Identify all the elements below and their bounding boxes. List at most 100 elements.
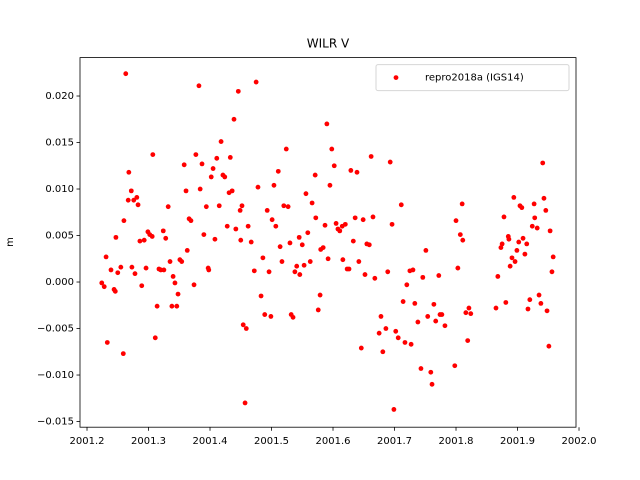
legend-label: repro2018a (IGS14) <box>425 73 524 84</box>
point <box>296 234 302 240</box>
point <box>531 201 537 207</box>
point <box>395 335 401 341</box>
point <box>333 221 339 226</box>
legend-marker <box>393 75 399 80</box>
point <box>197 186 203 192</box>
point <box>352 215 358 221</box>
chart-title: WILR V <box>307 37 350 51</box>
point <box>370 214 376 220</box>
point <box>387 159 393 165</box>
point <box>260 255 266 261</box>
point <box>354 169 360 175</box>
point <box>520 235 526 241</box>
point <box>287 240 293 246</box>
point <box>152 335 158 341</box>
point <box>297 272 303 277</box>
point <box>389 221 395 227</box>
point <box>131 197 137 203</box>
point <box>337 228 343 234</box>
point <box>425 314 431 319</box>
point <box>429 381 435 387</box>
point <box>135 202 141 208</box>
point <box>325 256 331 262</box>
point <box>224 223 230 229</box>
point <box>303 191 309 197</box>
point <box>163 235 169 241</box>
point <box>522 251 528 257</box>
point <box>242 400 248 406</box>
point <box>385 269 391 275</box>
point <box>506 236 512 242</box>
point <box>167 259 173 264</box>
point <box>104 340 110 345</box>
point <box>543 208 549 213</box>
point <box>549 269 555 275</box>
point <box>227 154 233 160</box>
point <box>459 201 465 207</box>
point <box>457 232 463 237</box>
point <box>210 166 216 171</box>
point <box>262 312 268 317</box>
point <box>322 222 328 228</box>
y-tick-label: 0.010 <box>45 184 74 195</box>
point <box>368 154 374 159</box>
point <box>235 88 241 94</box>
point <box>150 152 156 158</box>
point <box>258 293 264 299</box>
point <box>527 297 533 303</box>
point <box>493 305 499 311</box>
x-tick-label: 2001.6 <box>316 436 351 447</box>
point <box>431 301 437 307</box>
point <box>266 269 272 275</box>
point <box>317 292 323 298</box>
point <box>501 214 507 220</box>
point <box>237 208 243 213</box>
point <box>383 326 389 331</box>
point <box>268 314 274 319</box>
point <box>125 197 131 203</box>
point <box>290 314 296 320</box>
point <box>514 247 520 253</box>
point <box>465 338 471 344</box>
point <box>193 152 199 158</box>
point <box>154 303 160 309</box>
point <box>103 254 109 260</box>
x-tick-label: 2002.0 <box>562 436 597 447</box>
point <box>188 218 194 224</box>
point <box>214 155 220 161</box>
point <box>312 172 318 178</box>
point <box>255 184 261 190</box>
y-tick-label: 0.000 <box>45 277 74 288</box>
x-tick-label: 2001.9 <box>500 436 535 447</box>
point <box>199 161 205 167</box>
point <box>495 274 501 279</box>
y-tick-label: −0.005 <box>37 324 74 335</box>
point <box>132 271 138 277</box>
point <box>283 146 289 152</box>
point <box>532 215 538 221</box>
point <box>149 234 155 239</box>
point <box>541 195 547 201</box>
point <box>499 241 505 247</box>
point <box>466 305 472 311</box>
point <box>273 223 279 229</box>
point <box>358 345 364 351</box>
x-tick-label: 2001.8 <box>439 436 474 447</box>
point <box>507 263 513 269</box>
point <box>222 174 228 180</box>
point <box>331 163 337 169</box>
point <box>238 237 244 243</box>
point <box>143 265 149 271</box>
point <box>428 369 434 375</box>
point <box>547 228 553 234</box>
point <box>253 79 259 85</box>
point <box>415 319 421 325</box>
point <box>275 168 281 174</box>
y-tick-label: 0.015 <box>45 138 74 149</box>
point <box>360 217 366 223</box>
point <box>285 204 291 210</box>
point <box>460 237 466 243</box>
point <box>391 407 397 412</box>
point <box>196 83 202 89</box>
